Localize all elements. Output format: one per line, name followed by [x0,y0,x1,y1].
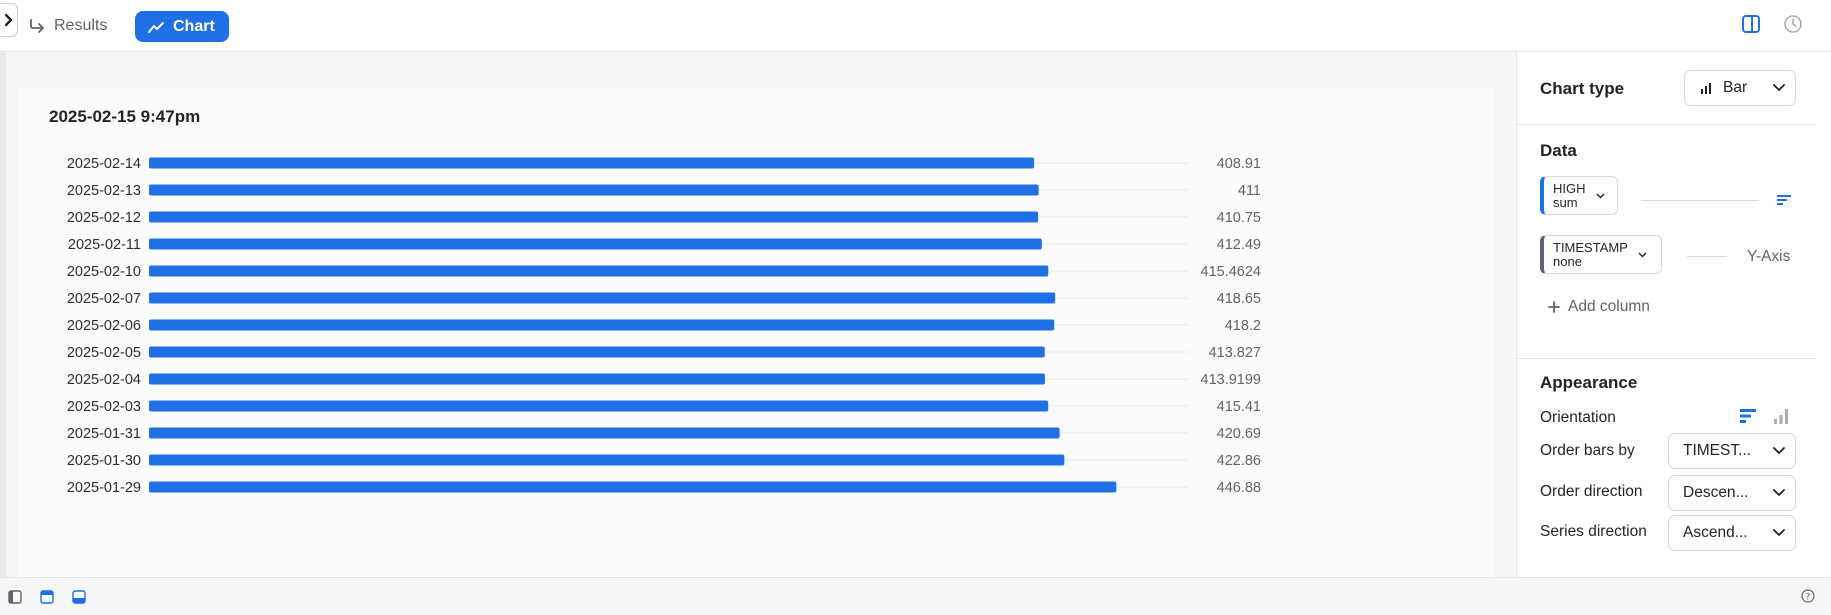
bar[interactable] [149,211,1039,223]
y-tick-label: 2025-02-11 [68,237,141,253]
bar[interactable] [149,346,1045,358]
layout-top-panel-icon[interactable] [40,590,54,604]
bar-chart-icon [1701,83,1711,94]
chart-type-value: Bar [1723,79,1748,96]
horizontal-bars-icon[interactable] [1739,407,1757,425]
y-axis-label: Y-Axis [1747,248,1791,265]
bar[interactable] [149,400,1049,412]
y-tick-label: 2025-02-13 [67,183,141,199]
data-label: 418.65 [1217,291,1261,307]
chart-settings-panel: Chart type Bar Data HIGH sum TIMESTAMP n… [1516,52,1831,577]
layout-bottom-panel-icon[interactable] [72,590,86,604]
y-tick-label: 2025-01-30 [67,453,141,469]
y-tick-label: 2025-02-07 [67,291,141,307]
data-label: 422.86 [1217,453,1261,469]
svg-text:?: ? [1806,593,1811,603]
chart-card: 2025-02-15 9:47pm 2025-02-14 408.91 2025-0… [18,89,1494,577]
line-chart-icon [148,21,164,33]
bar[interactable] [149,238,1042,250]
bar[interactable] [149,373,1045,385]
data-label: 418.2 [1225,318,1261,334]
series-direction-select[interactable]: Ascend... [1668,515,1796,551]
column-pill-high[interactable]: HIGH sum [1540,176,1618,215]
column-pill-timestamp[interactable]: TIMESTAMP none [1540,235,1662,274]
chevron-down-icon [1773,529,1785,537]
y-tick-label: 2025-01-31 [67,426,141,442]
tab-chart[interactable]: Chart [135,11,229,42]
bar[interactable] [149,454,1065,466]
y-tick-label: 2025-02-10 [67,264,141,280]
column-aggregation: sum [1553,195,1578,210]
chart-type-label: Chart type [1540,79,1625,98]
y-tick-label: 2025-02-05 [67,345,141,361]
data-label: 415.41 [1217,399,1261,415]
chevron-down-icon [1596,193,1604,199]
y-tick-label: 2025-02-06 [67,318,141,334]
chart-type-select[interactable]: Bar [1684,70,1796,106]
y-tick-label: 2025-02-04 [67,372,141,388]
data-label: 413.827 [1209,345,1261,361]
order-direction-select[interactable]: Descen... [1668,475,1796,511]
order-bars-by-label: Order bars by [1540,442,1635,459]
help-icon[interactable]: ? [1801,589,1815,603]
data-label: 408.91 [1217,156,1261,172]
add-column-label: Add column [1568,298,1650,315]
tab-results-label: Results [54,17,108,34]
series-direction-label: Series direction [1540,523,1647,540]
tab-chart-label: Chart [173,17,215,35]
chart-area: 2025-02-15 9:47pm 2025-02-14 408.91 2025-0… [0,52,1516,577]
y-tick-label: 2025-01-29 [67,480,141,496]
column-aggregation: none [1553,254,1582,269]
vertical-bars-icon[interactable] [1772,407,1790,425]
sort-icon[interactable] [1776,193,1792,207]
chevron-down-icon [1638,252,1647,258]
chevron-down-icon [1773,489,1785,497]
data-label: 415.4624 [1201,264,1261,280]
chart-title: 2025-02-15 9:47pm [49,107,201,126]
chevron-right-icon [4,13,13,27]
bar[interactable] [149,481,1117,493]
column-name: TIMESTAMP [1553,240,1628,255]
layout-left-panel-icon[interactable] [8,590,22,604]
chevron-down-icon [1773,447,1785,455]
tab-results[interactable]: Results [28,11,107,41]
data-heading: Data [1540,141,1577,160]
chevron-down-icon [1773,84,1785,92]
bar[interactable] [149,157,1035,169]
data-label: 413.9199 [1201,372,1261,388]
y-tick-label: 2025-02-03 [67,399,141,415]
y-tick-label: 2025-02-14 [67,156,141,172]
order-bars-by-select[interactable]: TIMEST... [1668,433,1796,469]
data-label: 411 [1238,183,1261,199]
order-bars-by-value: TIMEST... [1683,442,1752,459]
orientation-label: Orientation [1540,409,1616,426]
arrow-return-icon [30,19,44,33]
data-label: 412.49 [1217,237,1261,253]
column-name: HIGH [1553,181,1586,196]
top-bar: Results Chart [0,0,1831,52]
appearance-heading: Appearance [1540,373,1638,392]
y-tick-label: 2025-02-12 [67,210,141,226]
data-label: 420.69 [1217,426,1261,442]
bottom-bar: ? [0,577,1831,615]
bar[interactable] [149,184,1039,196]
sidebar-toggle-button[interactable] [0,3,18,37]
bar[interactable] [149,427,1060,439]
order-direction-value: Descen... [1683,484,1749,501]
history-clock-icon[interactable] [1783,14,1803,34]
bar[interactable] [149,265,1049,277]
panel-toggle-icon[interactable] [1741,14,1761,34]
bar-chart: 2025-02-14 408.91 2025-02-13 411 2025-02-12 4… [67,156,1261,496]
data-label: 446.88 [1217,480,1261,496]
series-direction-value: Ascend... [1683,524,1748,541]
data-label: 410.75 [1217,210,1261,226]
bar[interactable] [149,319,1055,331]
plus-icon [1548,301,1560,313]
bar[interactable] [149,292,1056,304]
order-direction-label: Order direction [1540,483,1643,500]
add-column-button[interactable]: Add column [1548,298,1650,316]
